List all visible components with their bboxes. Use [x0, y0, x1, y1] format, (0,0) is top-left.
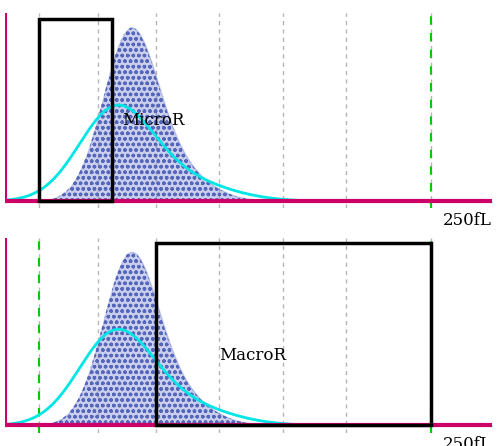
Bar	[156, 243, 431, 425]
Text: MacroR: MacroR	[219, 347, 286, 364]
Text: MicroR: MicroR	[122, 112, 184, 129]
Text: 250fL: 250fL	[443, 212, 492, 229]
Bar	[39, 19, 112, 201]
Text: 250fL: 250fL	[443, 436, 492, 446]
